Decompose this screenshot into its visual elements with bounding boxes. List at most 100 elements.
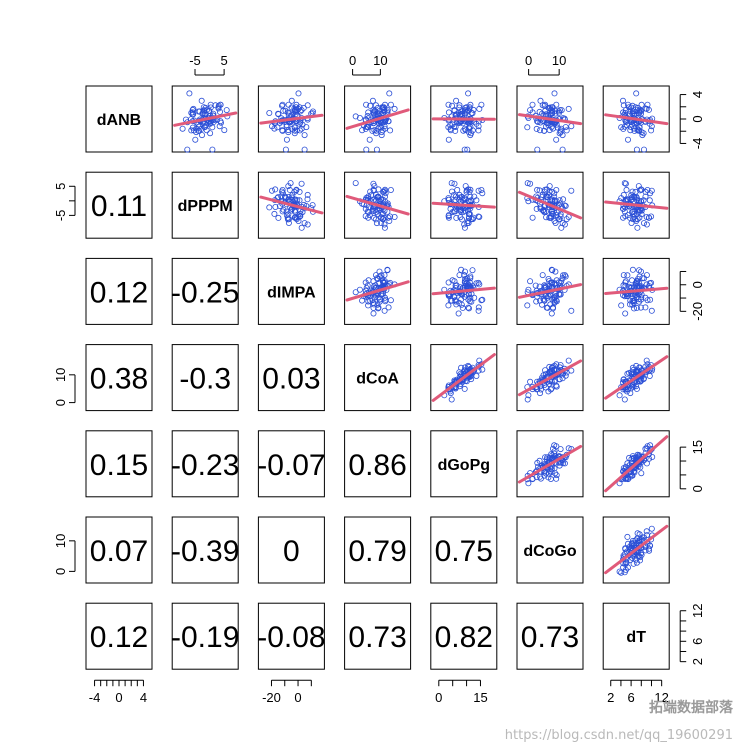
correlation-label: -0.23 [171,449,239,482]
axis-tick-label: 2 [690,658,705,665]
data-point [282,146,289,153]
data-point [540,296,547,303]
scatter-points [616,357,656,403]
axis-tick-label: -5 [53,210,68,222]
data-point [476,281,483,288]
data-point [461,272,468,279]
data-point [556,216,563,223]
data-point [458,266,465,273]
data-point [537,386,544,393]
data-point [555,108,562,115]
axis-tick-label: 0 [53,399,68,406]
data-point [645,545,652,552]
data-point [381,307,388,314]
data-point [453,214,460,221]
axis-tick-label: 6 [627,690,634,705]
smooth-line [604,113,669,126]
data-point [352,113,359,120]
data-point [629,472,636,479]
data-point [525,286,532,293]
data-point [618,124,625,131]
data-point [292,127,299,134]
data-point [288,104,295,111]
data-point [527,107,534,114]
smooth-line [345,194,410,216]
data-point [475,123,482,130]
data-point [629,266,636,273]
data-point [362,279,369,286]
data-point [461,196,468,203]
data-point [628,196,635,203]
data-point [462,107,469,114]
data-point [464,146,471,153]
data-point [370,180,377,187]
data-point [465,186,472,193]
data-point [368,191,375,198]
data-point [370,214,377,221]
data-point [365,109,372,116]
data-point [297,119,304,126]
data-point [557,213,564,220]
data-point [301,132,308,139]
data-point [551,378,558,385]
data-point [470,214,477,221]
data-point [636,298,643,305]
data-point [216,108,223,115]
data-point [633,197,640,204]
data-point [207,104,214,111]
data-point [293,214,300,221]
data-point [272,186,279,193]
data-point [461,125,468,132]
variable-label: dIMPA [267,284,316,301]
data-point [387,213,394,220]
data-point [378,214,385,221]
data-point [456,299,463,306]
panel-frame [171,257,239,325]
data-point [568,367,575,374]
axis-tick-label: 10 [552,53,566,68]
data-point [381,214,388,221]
data-point [547,279,554,286]
data-point [449,209,456,216]
data-point [275,194,282,201]
data-point [633,304,640,311]
data-point [565,445,572,452]
data-point [370,304,377,311]
data-point [559,275,566,282]
data-point [546,278,553,285]
panel-frame [171,516,239,584]
smooth-line [517,113,583,126]
smooth-line [259,195,324,215]
data-point [622,546,629,553]
data-point [539,102,546,109]
data-point [297,213,304,220]
data-point [373,220,380,227]
smooth-line [604,286,669,295]
data-point [638,296,645,303]
data-point [292,214,299,221]
data-point [648,127,655,134]
data-point [209,146,216,153]
panel-frame [344,602,412,670]
data-point [452,297,459,304]
data-point [622,180,629,187]
data-point [636,282,643,289]
data-point [467,101,474,108]
data-point [352,180,359,187]
axis-tick-label: 0 [115,690,122,705]
data-point [459,120,466,127]
data-point [376,124,383,131]
correlation-label: 0.73 [521,621,579,654]
data-point [453,97,460,104]
data-point [301,220,308,227]
scatter-points [441,90,486,153]
data-point [548,208,555,215]
data-point [460,127,467,134]
data-point [376,298,383,305]
data-point [479,296,486,303]
panel-frame [257,430,325,498]
axis-tick-label: 12 [690,604,705,618]
variable-label: dT [626,629,646,646]
data-point [279,101,286,108]
correlation-label: 0.82 [435,621,493,654]
